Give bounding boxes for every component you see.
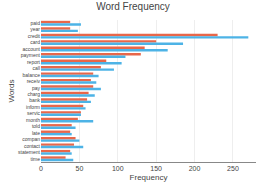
svg-text:charg: charg [27,91,40,97]
svg-text:contact: contact [24,143,41,149]
svg-text:bank: bank [29,97,40,103]
svg-text:100: 100 [112,165,124,172]
svg-text:balance: balance [22,72,40,78]
svg-text:Word Frequency: Word Frequency [96,1,170,12]
svg-text:account: account [22,46,40,52]
svg-text:compan: compan [22,136,40,142]
svg-text:receiv: receiv [27,78,41,84]
svg-text:inform: inform [26,104,40,110]
svg-text:told: told [32,123,40,129]
svg-text:card: card [30,39,40,45]
svg-text:credit: credit [28,33,41,39]
svg-text:150: 150 [150,165,162,172]
svg-text:servic: servic [27,110,41,116]
svg-text:call: call [32,65,40,71]
svg-text:time: time [31,156,41,162]
svg-text:late: late [32,130,40,136]
svg-text:payment: payment [21,52,41,58]
svg-text:250: 250 [227,165,239,172]
svg-text:Words: Words [7,80,16,103]
svg-text:month: month [26,117,40,123]
svg-text:50: 50 [75,165,83,172]
svg-text:200: 200 [189,165,201,172]
svg-text:0: 0 [39,165,43,172]
svg-text:pay: pay [32,85,41,91]
svg-text:Frequency: Frequency [130,173,168,182]
svg-text:statement: statement [18,149,41,155]
svg-text:paid: paid [31,20,41,26]
svg-text:report: report [27,59,41,65]
svg-text:year: year [30,26,40,32]
